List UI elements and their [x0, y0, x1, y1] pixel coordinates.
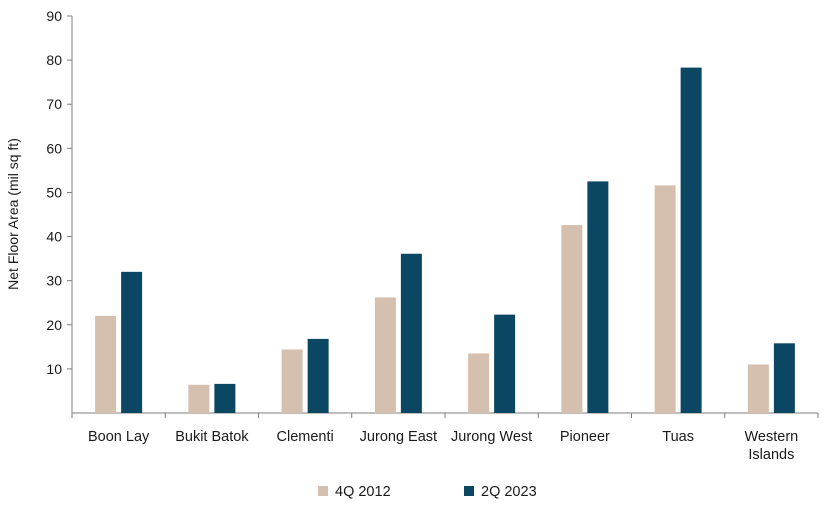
bar-series2 [680, 67, 702, 414]
bar-series1 [374, 297, 396, 413]
bar-series2 [773, 343, 795, 413]
legend: 4Q 2012 2Q 2023 [318, 484, 537, 500]
y-tick-label: 40 [46, 229, 62, 245]
legend-label: 2Q 2023 [481, 484, 537, 500]
y-tick-label: 70 [46, 96, 62, 112]
bar-series1 [468, 353, 490, 413]
bar-series1 [654, 185, 676, 413]
y-tick-label: 60 [46, 140, 62, 156]
x-category-label: Western Islands [745, 429, 799, 463]
bar-series2 [587, 181, 609, 413]
bar-series1 [561, 225, 583, 413]
x-category-label: Pioneer [560, 429, 610, 445]
bar-series1 [281, 349, 303, 413]
y-axis-title: Net Floor Area (mil sq ft) [5, 138, 21, 290]
x-category-label: Tuas [662, 429, 694, 445]
x-category-label: Jurong East [360, 429, 437, 445]
bar-series1 [747, 364, 769, 413]
x-category-label: Jurong West [451, 429, 532, 445]
x-category-label: Bukit Batok [175, 429, 249, 445]
bar-series2 [121, 271, 143, 413]
y-tick-label: 20 [46, 317, 62, 333]
y-tick-label: 90 [46, 8, 62, 24]
y-tick-label: 30 [46, 273, 62, 289]
bar-series2 [214, 383, 236, 413]
y-axis: 10 20 30 40 50 60 70 80 90 [46, 8, 73, 413]
x-category-label: Clementi [277, 429, 334, 445]
legend-label: 4Q 2012 [335, 484, 391, 500]
x-axis: Boon Lay Bukit Batok Clementi Jurong East Ju… [71, 412, 819, 463]
y-tick-label: 80 [46, 52, 62, 68]
bar-series1 [188, 384, 210, 413]
legend-swatch [464, 486, 474, 496]
bar-series2 [494, 314, 516, 413]
bar-series2 [400, 253, 422, 413]
legend-swatch [318, 486, 328, 496]
x-category-label: Boon Lay [88, 429, 150, 445]
bar-series1 [95, 315, 117, 413]
bar-series2 [307, 338, 329, 413]
y-tick-label: 50 [46, 184, 62, 200]
y-tick-label: 10 [46, 361, 62, 377]
bars [95, 67, 795, 414]
